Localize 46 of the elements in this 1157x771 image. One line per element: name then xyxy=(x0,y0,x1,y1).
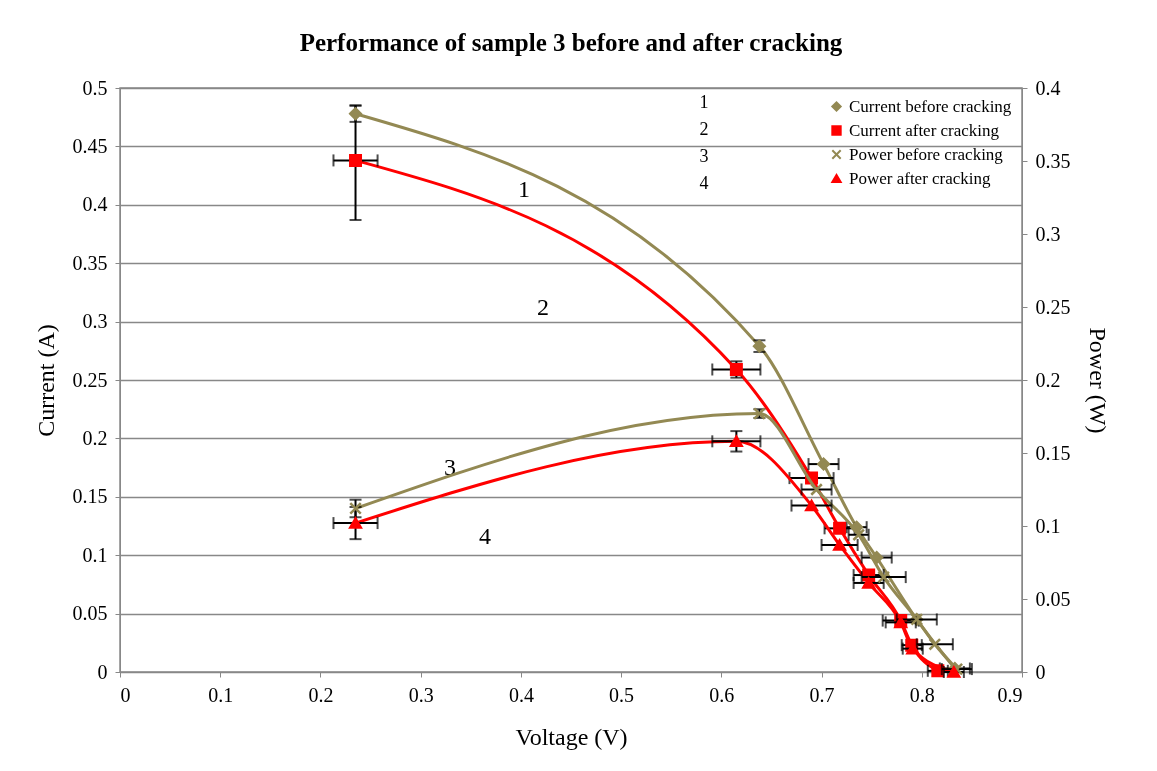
x-tick-label: 0.3 xyxy=(408,683,434,706)
y-tick-label: 0.5 xyxy=(82,76,108,99)
chart-title: Performance of sample 3 before and after cracking xyxy=(299,29,843,56)
y2-tick-label: 0.05 xyxy=(1035,587,1071,610)
annotation: 2 xyxy=(699,119,709,139)
x-tick-label: 0.7 xyxy=(809,683,835,706)
y-tick-label: 0.45 xyxy=(72,134,108,157)
y2-tick-label: 0.1 xyxy=(1035,514,1061,537)
y2-tick-label: 0.4 xyxy=(1035,76,1061,99)
x-tick-label: 0.1 xyxy=(208,683,234,706)
y-tick-label: 0.15 xyxy=(72,485,108,508)
x-tick-label: 0.4 xyxy=(508,683,534,706)
y-tick-label: 0 xyxy=(97,660,108,683)
y2-tick-label: 0.15 xyxy=(1035,441,1071,464)
legend-label: Current before cracking xyxy=(849,96,1012,116)
y-tick-label: 0.05 xyxy=(72,602,108,625)
y-tick-label: 0.4 xyxy=(82,193,108,216)
y-axis-title: Current (A) xyxy=(32,324,59,437)
annotation: 2 xyxy=(537,294,549,320)
annotation: 4 xyxy=(699,173,709,193)
y2-tick-label: 0.2 xyxy=(1035,368,1061,391)
x-tick-label: 0.9 xyxy=(997,683,1023,706)
y-tick-label: 0.3 xyxy=(82,310,108,333)
legend-label: Current after cracking xyxy=(849,120,1000,140)
x-tick-label: 0.5 xyxy=(609,683,635,706)
legend-label: Power before cracking xyxy=(849,144,1004,164)
y2-tick-label: 0.25 xyxy=(1035,295,1071,318)
y-tick-label: 0.25 xyxy=(72,368,108,391)
x-tick-label: 0.2 xyxy=(308,683,334,706)
legend-label: Power after cracking xyxy=(849,168,992,188)
annotation: 3 xyxy=(699,146,709,166)
y2-tick-label: 0 xyxy=(1035,660,1046,683)
x-axis-title: Voltage (V) xyxy=(515,723,628,750)
x-tick-label: 0.6 xyxy=(709,683,735,706)
annotation: 1 xyxy=(518,176,530,202)
x-tick-label: 0 xyxy=(120,683,131,706)
y2-axis-title: Power (W) xyxy=(1084,327,1111,434)
y2-tick-label: 0.35 xyxy=(1035,149,1071,172)
y-tick-label: 0.1 xyxy=(82,543,108,566)
x-tick-label: 0.8 xyxy=(909,683,935,706)
y-tick-label: 0.35 xyxy=(72,251,108,274)
annotation: 1 xyxy=(699,92,709,112)
annotation: 3 xyxy=(444,454,456,480)
y2-tick-label: 0.3 xyxy=(1035,222,1061,245)
y-tick-label: 0.2 xyxy=(82,426,108,449)
annotation: 4 xyxy=(479,523,491,549)
